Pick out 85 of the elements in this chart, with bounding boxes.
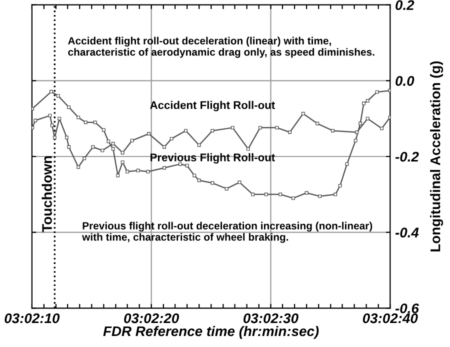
point <box>32 126 34 130</box>
x-axis-title: FDR Reference time (hr:min:sec) <box>103 326 319 339</box>
point <box>93 120 97 124</box>
point <box>288 130 292 134</box>
point <box>130 138 134 142</box>
point <box>136 168 140 172</box>
point <box>34 118 38 122</box>
y-tick-label: -0.2 <box>395 152 419 162</box>
point <box>76 116 80 120</box>
point <box>355 130 359 134</box>
point <box>184 128 188 132</box>
point <box>170 136 174 140</box>
point <box>67 105 71 109</box>
point <box>116 174 120 178</box>
point <box>50 124 54 128</box>
point <box>331 128 335 132</box>
point <box>264 192 268 196</box>
point <box>192 174 196 178</box>
point <box>100 148 104 152</box>
point <box>178 162 182 166</box>
point <box>338 184 342 188</box>
point <box>210 181 214 185</box>
point <box>120 160 124 164</box>
ref-line-label: Touchdown <box>42 156 52 232</box>
point <box>64 136 68 140</box>
point <box>380 126 384 130</box>
point <box>185 164 189 168</box>
point <box>354 138 358 142</box>
point <box>82 156 86 160</box>
point <box>366 116 370 120</box>
point <box>91 145 95 149</box>
point <box>67 145 71 149</box>
point <box>251 192 255 196</box>
point <box>316 122 320 126</box>
point <box>50 90 53 94</box>
y-tick-label: 0.2 <box>396 0 414 10</box>
point <box>210 128 214 132</box>
x-tick-label: 03:02:10 <box>4 313 60 324</box>
point <box>246 147 250 151</box>
point <box>375 90 379 94</box>
point <box>84 120 88 124</box>
x-tick-label: 03:02:20 <box>124 313 180 324</box>
point <box>162 145 166 149</box>
point <box>366 99 370 103</box>
point <box>147 132 151 136</box>
x-tick-label: 03:02:30 <box>244 313 298 324</box>
annotation: Previous flight roll-out deceleration increasing (non-linear) with time, characteristic of wheel braking. <box>82 222 372 243</box>
series-label: Previous Flight Roll-out <box>150 153 275 164</box>
point <box>56 94 60 98</box>
y-tick-label: -0.6 <box>395 303 420 314</box>
point <box>278 192 282 196</box>
point <box>334 192 338 196</box>
point <box>162 166 166 170</box>
series-label: Accident Flight Roll-out <box>150 100 275 112</box>
point <box>345 162 349 166</box>
point <box>301 112 305 116</box>
point <box>362 102 366 106</box>
point <box>224 186 228 190</box>
point <box>146 170 150 174</box>
point <box>275 126 279 130</box>
point <box>197 143 201 147</box>
y-axis-title: Longitudinal Acceleration (g) <box>430 61 444 252</box>
point <box>58 116 62 120</box>
point <box>111 142 115 146</box>
point <box>106 140 110 144</box>
point <box>52 136 56 140</box>
point <box>120 150 124 154</box>
point <box>102 128 106 132</box>
x-tick-label: 03:02:40 <box>362 313 418 324</box>
point <box>238 180 242 184</box>
annotation: Accident flight roll-out deceleration (linear) with time, characteristic of aerodynamic drag only, as speed diminishes. <box>68 36 374 58</box>
point <box>358 122 362 126</box>
y-tick-label: -0.4 <box>395 228 419 238</box>
y-tick-label: 0.0 <box>396 76 414 86</box>
point <box>126 170 130 174</box>
point <box>230 126 234 130</box>
point <box>318 194 322 198</box>
point <box>76 165 80 169</box>
point <box>304 191 308 195</box>
point <box>111 147 115 151</box>
point <box>258 126 262 130</box>
point <box>32 106 34 110</box>
point <box>292 196 295 200</box>
point <box>197 178 201 182</box>
point <box>48 114 52 118</box>
